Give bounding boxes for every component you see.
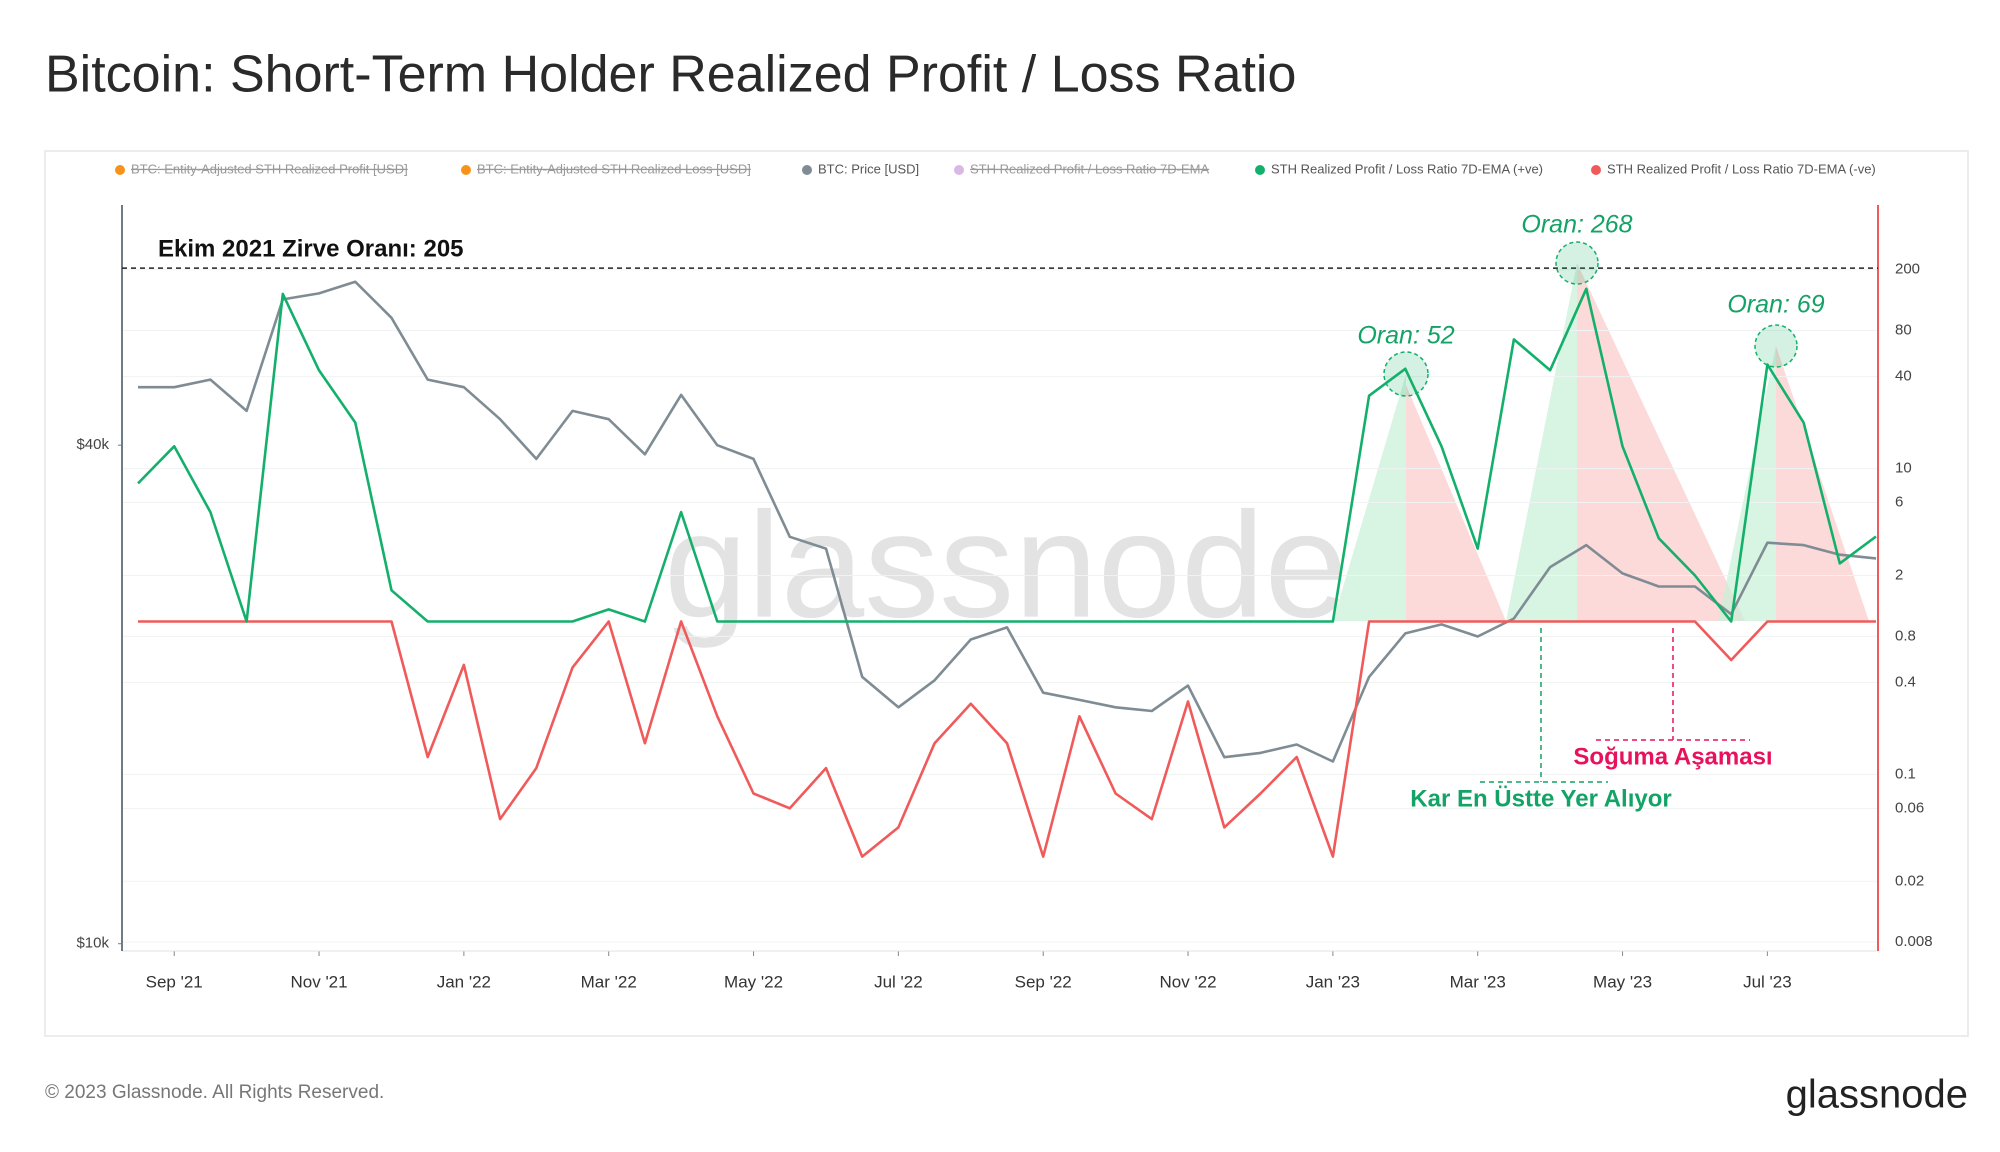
profit-shade (1333, 374, 1406, 621)
x-tick-label: Nov '22 (1159, 972, 1216, 991)
peak-circle (1754, 324, 1798, 368)
y2-tick-label: 10 (1895, 460, 1912, 477)
x-tick-label: Jan '22 (437, 972, 491, 991)
watermark: glassnode (664, 481, 1348, 649)
annotation: Soğuma Aşaması (1573, 743, 1772, 770)
y-tick-label: $40k (76, 436, 109, 453)
reference-label: Ekim 2021 Zirve Oranı: 205 (158, 235, 464, 262)
annotation: Oran: 268 (1521, 211, 1632, 239)
legend-swatch (1255, 165, 1265, 175)
series-line (137, 287, 1877, 623)
y2-tick-label: 0.06 (1895, 799, 1924, 816)
cooling-shade (1577, 263, 1745, 621)
legend-label: BTC: Entity-Adjusted STH Realized Loss [… (477, 161, 751, 176)
x-tick-label: Sep '22 (1015, 972, 1072, 991)
callout-line (1480, 628, 1608, 783)
x-tick-label: Sep '21 (146, 972, 203, 991)
legend-label: STH Realized Profit / Loss Ratio 7D-EMA … (1607, 161, 1876, 176)
logo: glassnode (1786, 1073, 1968, 1117)
x-tick-label: Mar '22 (581, 972, 637, 991)
y2-tick-label: 6 (1895, 494, 1903, 511)
plot-area: 0.008 0.02 0.06 0.1 0.4 0.8 2 6 10 40 80 200 $10k $40… (76, 205, 1933, 991)
y2-tick-label: 2 (1895, 566, 1903, 583)
legend-swatch (461, 165, 471, 175)
legend-label: BTC: Price [USD] (818, 161, 919, 176)
series-line (138, 280, 1877, 763)
legend-swatch (954, 165, 964, 175)
y2-tick-label: 0.4 (1895, 673, 1916, 690)
peak-circle (1383, 351, 1429, 397)
peak-circle (1555, 241, 1599, 285)
y2-tick-label: 0.02 (1895, 872, 1924, 889)
y2-tick-label: 0.1 (1895, 765, 1916, 782)
footer: © 2023 Glassnode. All Rights Reserved. (45, 1082, 384, 1103)
y2-tick-label: 200 (1895, 261, 1920, 278)
legend-label: BTC: Entity-Adjusted STH Realized Profit… (131, 161, 408, 176)
x-tick-label: Jul '22 (874, 972, 923, 991)
y2-tick-label: 0.008 (1895, 933, 1933, 950)
callout-line (1596, 628, 1750, 741)
legend-label: STH Realized Profit / Loss Ratio 7D-EMA (970, 161, 1209, 176)
legend-label: STH Realized Profit / Loss Ratio 7D-EMA … (1271, 161, 1543, 176)
annotation: Kar En Üstte Yer Alıyor (1410, 785, 1671, 812)
legend-swatch (802, 165, 812, 175)
y2-tick-label: 40 (1895, 368, 1912, 385)
x-tick-label: Jan '23 (1306, 972, 1360, 991)
legend-swatch (115, 165, 125, 175)
legend-swatch (1591, 165, 1601, 175)
annotations: Oran: 52 Oran: 268 Oran: 69 Soğuma Aşama… (1357, 211, 1824, 813)
chart-title: Bitcoin: Short-Term Holder Realized Prof… (45, 46, 1296, 104)
x-tick-label: Nov '21 (290, 972, 347, 991)
y-tick-label: $10k (76, 935, 109, 952)
annotation: Oran: 69 (1727, 291, 1824, 319)
series-line (138, 620, 1876, 858)
y2-tick-label: 80 (1895, 322, 1912, 339)
y2-tick-label: 0.8 (1895, 627, 1916, 644)
annotation: Oran: 52 (1357, 322, 1454, 350)
x-tick-label: May '22 (724, 972, 783, 991)
legend: BTC: Entity-Adjusted STH Realized Profit… (115, 161, 1876, 176)
x-tick-label: May '23 (1593, 972, 1652, 991)
x-tick-label: Mar '23 (1450, 972, 1506, 991)
x-tick-label: Jul '23 (1743, 972, 1792, 991)
